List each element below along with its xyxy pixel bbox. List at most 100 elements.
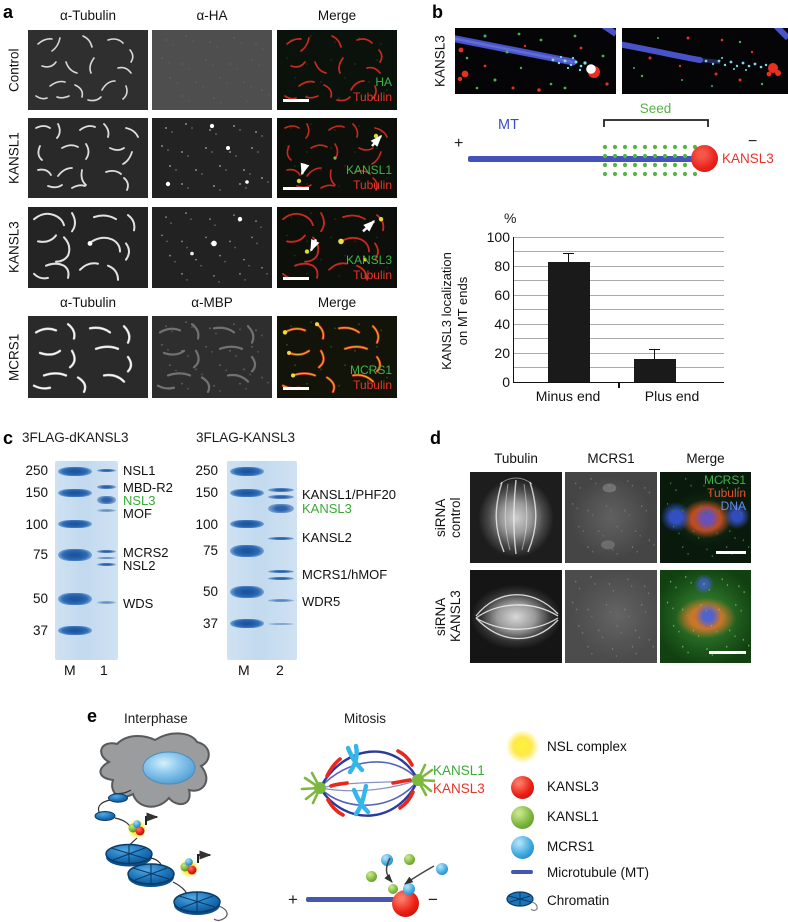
gel1-mw-37: 37 (32, 623, 48, 638)
interphase-diagram (94, 732, 228, 922)
chart-y-axis-label: KANSL3 localization on MT ends (439, 252, 470, 370)
micrograph-mcrs1-merge: MCRS1 Tubulin (277, 316, 397, 398)
gel2-mw-50: 50 (202, 584, 218, 599)
micrograph-kansl3-tubulin (28, 207, 148, 288)
panel-d-header-merge: Merge (686, 451, 725, 466)
mt-label: MT (498, 117, 519, 133)
merge-overlay-tubulin: Tubulin (707, 486, 746, 500)
micrograph-sirna-control-tubulin (470, 472, 562, 563)
chromatin-disc-3 (173, 891, 221, 915)
scale-bar (283, 386, 309, 390)
gel1-band-wds: WDS (123, 596, 154, 611)
nucleus (142, 751, 196, 785)
scale-bar (716, 550, 746, 554)
micrograph-control-ha (152, 30, 272, 110)
panel-d-header-mcrs1: MCRS1 (587, 451, 635, 466)
panel-a-header-ha: α-HA (196, 8, 228, 23)
gel2-mw-150: 150 (195, 485, 218, 500)
recruitment-arrows (384, 857, 435, 885)
legend-nsl-complex: NSL complex (547, 739, 627, 754)
panel-b-row-label: KANSL3 (432, 35, 448, 87)
panel-a-label: a (3, 2, 14, 22)
mt2-minus-sign: − (428, 890, 438, 909)
error-bar (653, 350, 656, 359)
panel-a-header2-merge: Merge (317, 295, 357, 310)
panel-a-header2-mbp: α-MBP (191, 295, 233, 310)
kansl1-sphere-floating-2 (404, 854, 415, 865)
seed-label: Seed (639, 101, 672, 116)
gel2-mw-100: 100 (195, 517, 218, 532)
merge-label-kansl1: KANSL1 (345, 163, 392, 177)
mcrs1-sphere-icon (511, 836, 534, 859)
panel-d-label: d (430, 428, 441, 448)
gel1-band-mof: MOF (123, 506, 152, 521)
kansl1-sphere-floating (366, 871, 377, 882)
panel-d-row1-label-control: control (448, 497, 463, 538)
merge-label-ha: HA (375, 75, 392, 89)
xtick-plus-end: Plus end (644, 388, 700, 404)
merge-label-mcrs1: MCRS1 (349, 363, 392, 377)
gel1-mw-100: 100 (25, 517, 48, 532)
xtick-minus-end: Minus end (535, 388, 601, 404)
gel1-mw-75: 75 (32, 547, 48, 562)
mt-plus-sign: + (454, 135, 464, 152)
micrograph-kansl3-ha (152, 207, 272, 288)
legend-microtubule: Microtubule (MT) (547, 865, 650, 880)
gel2-lane-2: 2 (276, 662, 284, 678)
bar-minus-end (547, 261, 590, 382)
ytick-100: 100 (486, 229, 510, 245)
chromatin-icon (506, 891, 538, 912)
error-bar (567, 254, 570, 262)
gel1-image (55, 461, 118, 660)
micrograph-sirna-control-merge: MCRS1 Tubulin DNA (660, 472, 751, 563)
merge-label-kansl3: KANSL3 (345, 253, 392, 267)
micrograph-kansl3-seed-2 (622, 28, 788, 94)
gel1-band-mbdr2: MBD-R2 (123, 480, 173, 495)
panel-d-row2-label-kansl3: KANSL3 (448, 590, 463, 643)
panel-c-label: c (3, 428, 14, 448)
panel-a-row-label-control: Control (6, 48, 22, 92)
gel1-title: 3FLAG-dKANSL3 (22, 430, 129, 445)
interphase-title: Interphase (124, 711, 188, 726)
merge-label-tubulin: Tubulin (353, 178, 392, 192)
panel-a-header2-tubulin: α-Tubulin (59, 295, 117, 310)
ytick-20: 20 (494, 345, 510, 361)
scale-bar (283, 276, 309, 280)
seed-dots (602, 144, 698, 177)
scale-bar (283, 186, 309, 190)
panel-d-row1-label-sirna: siRNA (433, 498, 448, 537)
micrograph-sirna-control-mcrs1 (565, 472, 657, 563)
mt2-plus-sign: + (288, 890, 298, 909)
seed-bracket (603, 119, 709, 127)
gel1-mw-50: 50 (32, 591, 48, 606)
kansl1-sphere-icon (511, 806, 534, 829)
mcrs1-sphere-docked (403, 883, 415, 895)
kansl1-sphere-docked (388, 884, 398, 894)
ytick-0: 0 (502, 374, 510, 390)
micrograph-control-merge: HA Tubulin (277, 30, 397, 110)
merge-overlay-dna: DNA (720, 499, 746, 513)
gel1-band-nsl2: NSL2 (123, 558, 156, 573)
micrograph-sirna-kansl3-mcrs1 (565, 570, 657, 663)
ytick-60: 60 (494, 287, 510, 303)
gel1-band-nsl1: NSL1 (123, 463, 156, 478)
spindle-label-kansl3: KANSL3 (433, 781, 485, 796)
panel-a-row-label-mcrs1: MCRS1 (6, 333, 22, 381)
gel1-mw-250: 250 (25, 463, 48, 478)
micrograph-mcrs1-tubulin (28, 316, 148, 398)
kansl3-sphere-icon (511, 776, 534, 799)
micrograph-control-tubulin (28, 30, 148, 110)
bar-plot-area (513, 236, 724, 383)
merge-overlay-mcrs1: MCRS1 (703, 473, 746, 487)
gel1-lane-m: M (64, 662, 76, 678)
micrograph-sirna-kansl3-merge (660, 570, 751, 663)
micrograph-kansl1-ha (152, 118, 272, 198)
legend-mcrs1: MCRS1 (547, 839, 595, 854)
gel2-mw-37: 37 (202, 616, 218, 631)
panel-a-row-label-kansl3: KANSL3 (6, 221, 22, 274)
merge-label-tubulin: Tubulin (353, 268, 392, 282)
panel-a-header-merge: Merge (317, 8, 357, 23)
gel2-band-kansl2: KANSL2 (302, 530, 352, 545)
mcrs1-sphere-floating-1 (381, 854, 393, 866)
